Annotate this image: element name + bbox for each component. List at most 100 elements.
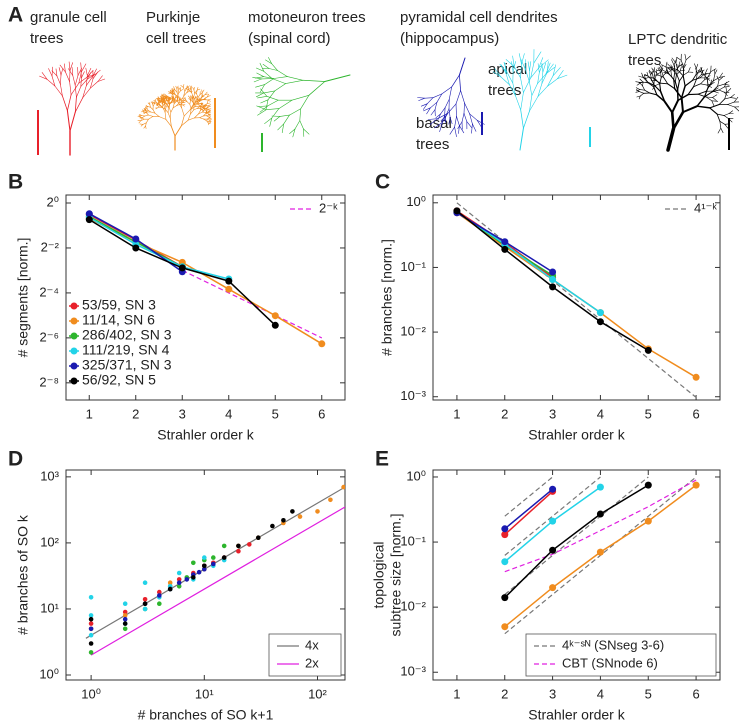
legend-box [525,633,717,677]
dendrite [437,113,449,119]
dendrite [253,78,262,83]
dendrite [183,109,191,117]
legend-label: 111/219, SN 4 [82,342,170,358]
plot-frame [432,469,721,681]
dendrite [291,95,310,101]
dendrite [529,95,533,112]
data-point [176,570,182,576]
dendrite [650,74,652,80]
dendrite [441,86,453,95]
dendrite [181,115,185,127]
dendrite [139,114,142,116]
dendrite [471,123,473,134]
dendrite [650,71,653,76]
dendrite [512,82,516,97]
dendrite [720,127,724,133]
y-tick-label: 2⁻⁴ [39,284,59,299]
dendrite [422,103,428,110]
dendrite [537,83,543,97]
dendrite [201,95,205,98]
dendrite [730,94,735,98]
dendrite [164,108,169,113]
data-point [85,216,93,224]
dendrite [727,101,735,105]
dendrite [733,96,739,103]
dendrite [64,63,66,73]
chart-panel: C 1 2 3 4 5 6 10⁰ 10⁻¹ 10⁻² 10⁻³ Strahler order k # … [375,171,721,443]
dendrite [65,71,70,82]
dendrite [654,71,659,76]
dendrite [642,77,648,83]
dendrite [169,118,172,127]
reference-line [504,476,553,517]
dendrite [183,87,186,92]
dendrite [271,108,280,119]
x-tick-label: 1 [86,406,93,421]
dendrite [164,112,167,120]
dendrite [653,67,656,73]
legend-marker [70,347,78,355]
x-tick-label: 10⁰ [81,686,101,701]
dendrite [635,81,642,83]
dendrite [182,98,185,101]
x-tick-label: 4 [597,406,604,421]
dendrite [54,85,63,97]
dendrite [168,107,172,113]
dendrite [189,97,191,101]
data-point [85,210,93,218]
dendrite [160,101,164,103]
dendrite [186,101,191,105]
data-point [290,509,295,514]
dendrite [648,69,653,75]
dendrite [700,67,704,74]
data-point [453,207,461,215]
dendrite [204,107,208,110]
dendrite [201,103,204,106]
dendrite [143,125,146,129]
reference-line [90,506,345,656]
dendrite [196,93,199,98]
dendrite [636,82,642,86]
dendrite [545,67,556,75]
dendrite [171,88,175,90]
dendrite [184,96,186,100]
chart-panel: E 1 2 3 4 5 6 10⁰ 10⁻¹ 10⁻² 10⁻³ Strahler order k to… [371,448,721,723]
x-axis-label: # branches of SO k+1 [138,707,274,723]
dendrite [547,78,558,87]
dendrite [294,120,301,130]
legend-label: 2x [305,655,319,670]
dendrite [659,64,663,71]
dendrite [639,89,646,91]
plot-frame [65,194,346,401]
dendrite [668,72,675,80]
panel-label: E [375,448,389,471]
dendrite [163,96,167,98]
dendrite [672,110,685,131]
series-line [504,488,554,530]
dendrite [180,89,183,92]
dendrite [266,96,279,101]
x-axis-label: Strahler order k [528,427,625,443]
dendrite [724,81,727,88]
dendrite [69,81,72,96]
tree-label: Purkinje [146,9,200,26]
dendrite [541,72,544,84]
dendrite [170,107,174,113]
y-tick-label: 10⁰ [39,666,59,681]
dendrite [653,72,656,80]
data-point [271,312,279,320]
tree-label: apical [488,61,527,78]
dendrite [684,79,693,87]
tree-label: LPTC dendritic [628,31,728,48]
data-point [644,481,652,489]
y-tick-label: 10⁰ [406,194,426,209]
dendrite [671,57,677,64]
dendrite [186,90,190,93]
x-tick-label: 10¹ [195,686,214,701]
dendrite [265,108,280,110]
dendrite [719,120,726,125]
dendrite [144,108,147,111]
dendrite [716,75,720,81]
y-tick-label: 10⁻³ [400,664,426,679]
dendrite [281,123,285,133]
